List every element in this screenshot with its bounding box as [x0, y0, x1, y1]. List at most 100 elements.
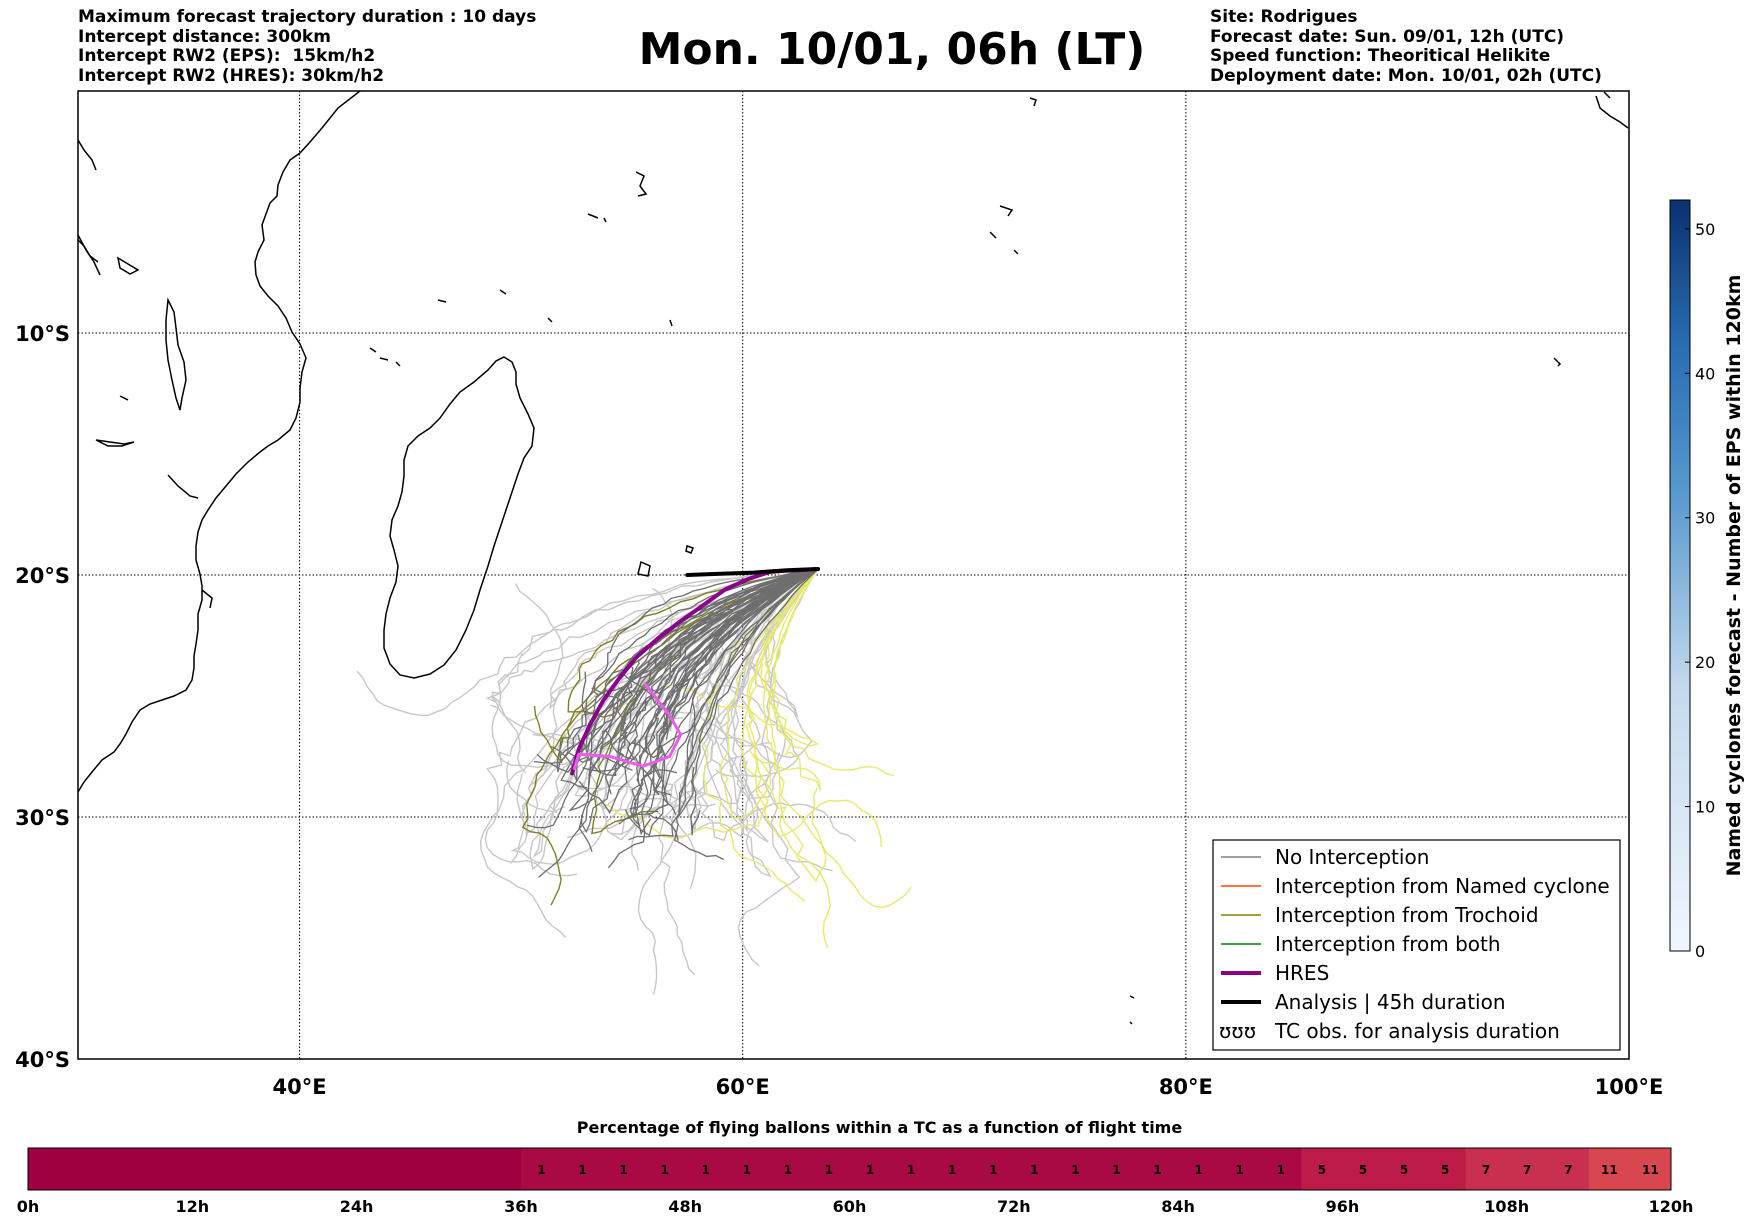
trajectory: [582, 568, 819, 777]
y-tick-label: 20°S: [15, 564, 70, 588]
header-left-info: Maximum forecast trajectory duration : 1…: [78, 7, 537, 86]
trajectory: [628, 568, 819, 841]
timeline-cell: [644, 1148, 686, 1190]
coastline-island: [437, 289, 673, 327]
timeline-cell-value: 1: [619, 1163, 627, 1177]
timeline-tick-label: 0h: [17, 1197, 40, 1216]
header-left-line: Intercept distance: 300km: [78, 26, 331, 47]
trajectory: [673, 568, 819, 861]
header-right-line: Deployment date: Mon. 10/01, 02h (UTC): [1210, 65, 1602, 86]
header-left-line: Maximum forecast trajectory duration : 1…: [78, 7, 537, 27]
timeline-cell-value: 1: [1277, 1163, 1285, 1177]
trajectory: [725, 568, 819, 878]
coastline-island-4: [1553, 357, 1562, 367]
coastline-comoros: [369, 347, 401, 367]
trajectory: [356, 568, 819, 717]
timeline-cell: [890, 1148, 933, 1190]
timeline-cell: [397, 1148, 440, 1190]
header-right-line: Speed function: Theoritical Helikite: [1210, 46, 1551, 66]
legend-label: TC obs. for analysis duration: [1274, 1019, 1560, 1043]
timeline-cell-value: 1: [1194, 1163, 1202, 1177]
timeline-cell: [192, 1148, 234, 1190]
timeline-cell-value: 11: [1642, 1163, 1659, 1177]
timeline-cell: [1547, 1148, 1590, 1190]
timeline-cell: [1054, 1148, 1097, 1190]
trajectory: [690, 568, 819, 836]
legend-label: Interception from both: [1275, 932, 1501, 956]
y-tick-label: 30°S: [15, 806, 70, 830]
header-left-line: Intercept RW2 (HRES): 30km/h2: [78, 65, 385, 86]
trajectory: [604, 568, 819, 761]
timeline-cell: [808, 1148, 850, 1190]
map-frame: [77, 90, 1630, 1060]
series-line-hres-forecast: [572, 682, 683, 771]
timeline-tick-label: 36h: [504, 1197, 538, 1216]
trajectory: [491, 568, 819, 769]
timeline-cell-value: 5: [1318, 1163, 1326, 1177]
timeline-cell: [110, 1148, 152, 1190]
timeline-cell: [561, 1148, 604, 1190]
coastline-somalia-coast: [78, 239, 129, 401]
timeline-tick-label: 96h: [1326, 1197, 1360, 1216]
timeline-title: Percentage of flying ballons within a TC…: [577, 1118, 1183, 1137]
timeline-cell: [69, 1148, 111, 1190]
legend-label: Analysis | 45h duration: [1275, 990, 1506, 1014]
trajectory: [490, 568, 819, 764]
timeline-cell-value: 1: [948, 1163, 956, 1177]
trajectory: [529, 568, 819, 871]
timeline-cell: [685, 1148, 727, 1190]
timeline-cell: [233, 1148, 275, 1190]
timeline-cell: [1219, 1148, 1261, 1190]
timeline-cell-value: 5: [1441, 1163, 1449, 1177]
colorbar-label: Named cyclones forecast - Number of EPS …: [1723, 275, 1745, 877]
trajectory: [634, 568, 819, 796]
x-tick-label: 40°E: [273, 1075, 327, 1099]
timeline-cell: [1013, 1148, 1056, 1190]
timeline-cell-value: 1: [1112, 1163, 1120, 1177]
coastlines: [78, 91, 1629, 1025]
eps-trajectories-yellow: [601, 568, 912, 949]
coastline-seychelles: [587, 171, 648, 223]
page-title: Mon. 10/01, 06h (LT): [638, 24, 1146, 75]
x-tick-label: 100°E: [1595, 1075, 1664, 1099]
trajectory: [747, 568, 832, 949]
timeline-cell: [972, 1148, 1015, 1190]
coastline-lake-2: [167, 474, 199, 499]
coastline-mozambique-inlet: [201, 589, 213, 609]
coastline-island-5: [1129, 995, 1135, 1025]
timeline-cell: [1342, 1148, 1384, 1190]
y-tick-label: 10°S: [15, 322, 70, 346]
map-tick-labels: 40°E 60°E 80°E 100°E 10°S 20°S 30°S 40°S: [15, 322, 1663, 1099]
legend-label: Interception from Named cyclone: [1275, 874, 1610, 898]
coastline-lake-malawi: [95, 439, 135, 447]
timeline-cell-value: 1: [660, 1163, 668, 1177]
timeline-cell: [151, 1148, 193, 1190]
timeline-cell: [1588, 1148, 1631, 1190]
colorbar-tick-label: 40: [1695, 364, 1715, 383]
timeline-tick-label: 108h: [1484, 1197, 1529, 1216]
timeline-cell: [1629, 1148, 1672, 1190]
timeline-cell-value: 1: [907, 1163, 915, 1177]
timeline-cell: [1301, 1148, 1343, 1190]
trajectory: [577, 568, 819, 753]
timeline-cell: [520, 1148, 563, 1190]
timeline-cell-value: 1: [989, 1163, 997, 1177]
coastline-mauritius: [637, 560, 651, 577]
trajectory: [733, 568, 833, 872]
timeline-cell: [767, 1148, 809, 1190]
timeline-cell-value: 1: [825, 1163, 833, 1177]
timeline-tick-label: 84h: [1161, 1197, 1195, 1216]
trajectory: [528, 568, 819, 787]
timeline-cell-value: 1: [1236, 1163, 1244, 1177]
timeline-cell: [1178, 1148, 1220, 1190]
colorbar-tick-label: 30: [1695, 509, 1715, 528]
coastline-island-3: [1029, 91, 1629, 129]
coastline-island-2: [989, 205, 1019, 255]
coastline-lake-victoria: [165, 297, 187, 411]
timeline-cell-value: 7: [1564, 1163, 1572, 1177]
trajectory: [556, 568, 819, 773]
header-right-line: Site: Rodrigues: [1210, 7, 1358, 27]
colorbar-gradient: [1669, 199, 1691, 952]
colorbar-tick-label: 20: [1695, 653, 1715, 672]
trajectory: [629, 568, 819, 810]
